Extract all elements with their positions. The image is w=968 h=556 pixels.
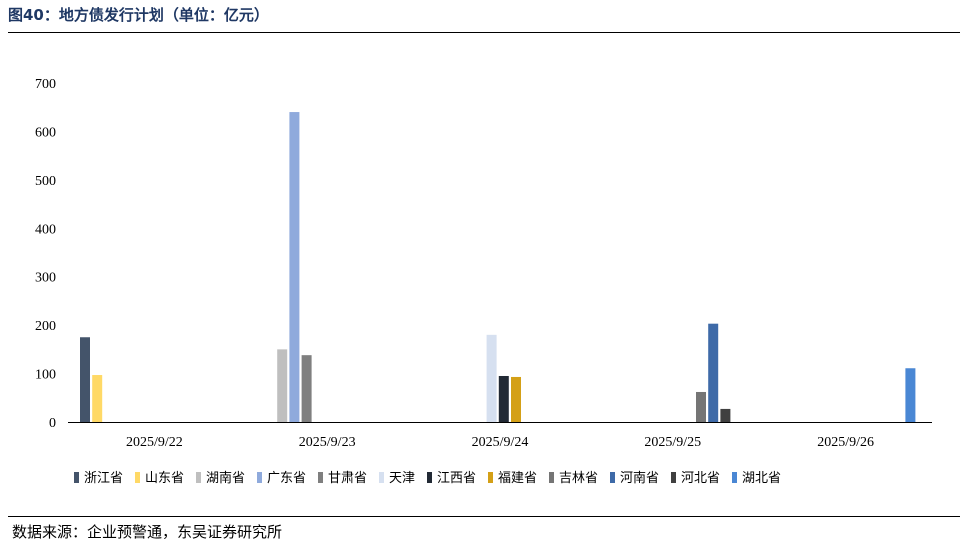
legend: 浙江省 山东省 湖南省 广东省 甘肃省 天津 江西省 福建省 吉林省 河南省 河北省 湖北省 xyxy=(74,470,781,486)
bars xyxy=(80,112,916,423)
x-axis: 2025/9/22 2025/9/23 2025/9/24 2025/9/25 2025… xyxy=(68,422,932,450)
legend-swatch xyxy=(135,472,140,483)
x-tick-label: 2025/9/25 xyxy=(644,435,701,450)
legend-label: 湖北省 xyxy=(742,471,781,486)
legend-swatch xyxy=(732,472,737,483)
bar xyxy=(905,368,916,422)
x-tick-label: 2025/9/22 xyxy=(126,435,183,450)
legend-swatch xyxy=(549,472,554,483)
y-tick-label: 300 xyxy=(35,271,56,286)
y-tick-label: 0 xyxy=(49,416,56,431)
legend-swatch xyxy=(379,472,384,483)
bottom-rule xyxy=(8,516,960,517)
legend-label: 天津 xyxy=(389,471,415,486)
bar xyxy=(80,337,90,422)
x-tick-label: 2025/9/24 xyxy=(472,435,529,450)
x-tick-label: 2025/9/23 xyxy=(299,435,356,450)
bar xyxy=(486,334,497,422)
legend-swatch xyxy=(671,472,676,483)
legend-label: 吉林省 xyxy=(559,471,598,486)
bar xyxy=(720,408,731,422)
y-tick-label: 400 xyxy=(35,222,56,237)
y-tick-label: 500 xyxy=(35,174,56,189)
y-tick-label: 600 xyxy=(35,125,56,140)
legend-swatch xyxy=(488,472,493,483)
legend-swatch xyxy=(196,472,201,483)
legend-swatch xyxy=(610,472,615,483)
legend-label: 河北省 xyxy=(681,471,720,486)
bar xyxy=(289,112,300,423)
legend-swatch xyxy=(427,472,432,483)
y-axis: 0 100 200 300 400 500 600 700 xyxy=(35,77,56,431)
legend-label: 湖南省 xyxy=(206,470,245,486)
legend-swatch xyxy=(257,472,262,483)
legend-label: 甘肃省 xyxy=(328,471,367,486)
legend-label: 福建省 xyxy=(498,471,537,486)
source-note: 数据来源：企业预警通，东吴证券研究所 xyxy=(12,523,283,541)
bar xyxy=(708,323,719,422)
chart-title: 图40：地方债发行计划（单位：亿元） xyxy=(8,6,269,24)
x-tick-label: 2025/9/26 xyxy=(817,435,874,450)
bar xyxy=(696,391,706,422)
bar xyxy=(301,355,312,422)
bar xyxy=(277,349,288,422)
legend-label: 浙江省 xyxy=(84,471,123,486)
top-rule xyxy=(8,32,960,33)
legend-label: 广东省 xyxy=(267,471,306,486)
legend-swatch xyxy=(74,472,79,483)
y-tick-label: 100 xyxy=(35,368,56,383)
bar xyxy=(511,376,521,422)
legend-swatch xyxy=(318,472,323,483)
legend-label: 河南省 xyxy=(620,470,659,486)
bar xyxy=(498,375,509,422)
legend-label: 江西省 xyxy=(437,471,476,486)
y-tick-label: 700 xyxy=(35,77,56,92)
y-tick-label: 200 xyxy=(35,319,56,334)
legend-label: 山东省 xyxy=(145,471,184,486)
bar xyxy=(92,375,103,422)
